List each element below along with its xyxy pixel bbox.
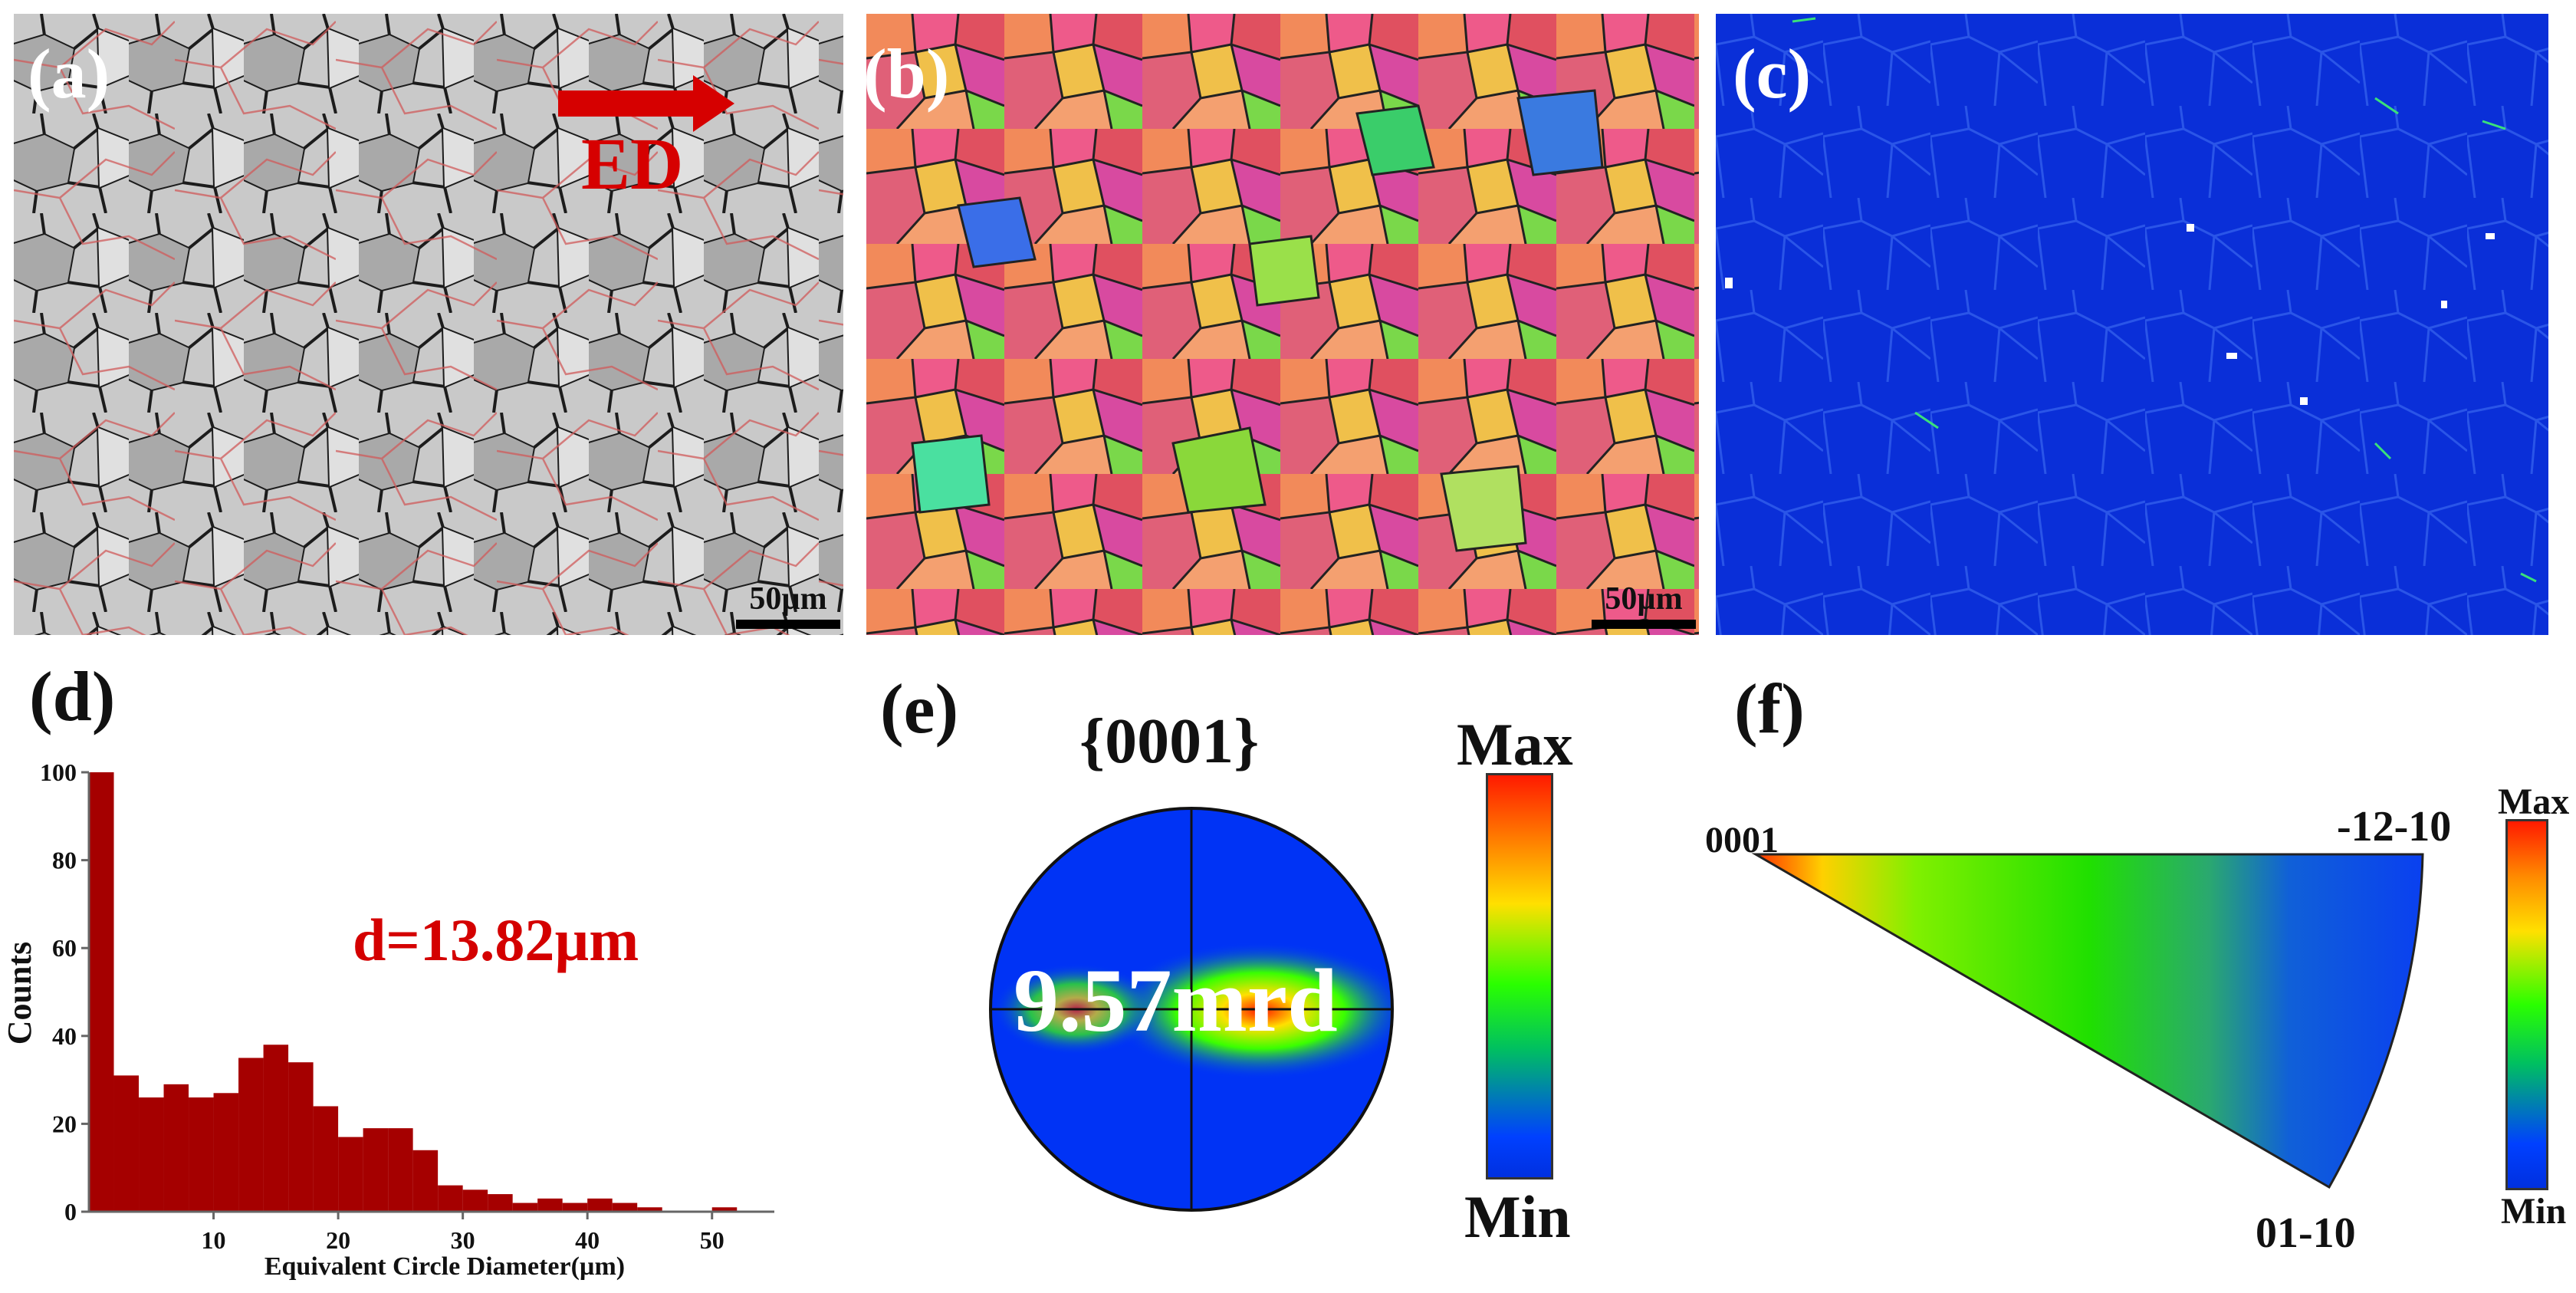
band-contrast-map xyxy=(14,14,843,635)
histogram-bar-15 xyxy=(462,1189,488,1212)
histogram-bar-0 xyxy=(89,772,114,1212)
panel-b: (b) 50µm xyxy=(863,14,1699,635)
direction-label: ED xyxy=(581,123,684,205)
mean-diameter-annotation: d=13.82µm xyxy=(353,906,639,973)
histogram-bar-7 xyxy=(263,1045,289,1212)
histogram-bar-20 xyxy=(587,1198,613,1212)
histogram-bar-2 xyxy=(139,1097,164,1212)
x-tick-label: 20 xyxy=(326,1226,350,1254)
histogram-bar-19 xyxy=(562,1203,588,1212)
y-tick-label: 40 xyxy=(52,1022,77,1050)
x-tick-label: 50 xyxy=(700,1226,724,1254)
pole-figure-title: {0001} xyxy=(1079,706,1260,777)
ipf-corner-0001: 0001 xyxy=(1705,820,1779,860)
y-tick-label: 60 xyxy=(52,934,77,962)
histogram-bar-25 xyxy=(711,1207,738,1212)
panel-label-e: (e) xyxy=(880,670,959,748)
y-tick-label: 20 xyxy=(52,1110,77,1137)
legend-max-e: Max xyxy=(1457,711,1573,778)
scale-bar-label-a: 50µm xyxy=(749,581,827,617)
inverse-pole-figure xyxy=(1751,853,2424,1189)
x-tick-label: 40 xyxy=(575,1226,600,1254)
histogram-bar-12 xyxy=(388,1128,413,1212)
x-tick-label: 30 xyxy=(451,1226,475,1254)
panel-label-a: (a) xyxy=(28,35,110,113)
panel-a: ED (a) 50µm xyxy=(14,14,843,635)
colorbar-f xyxy=(2505,819,2548,1190)
panel-label-c: (c) xyxy=(1733,35,1812,113)
histogram-bar-5 xyxy=(213,1093,239,1212)
colorbar-e xyxy=(1486,773,1553,1179)
histogram-bar-14 xyxy=(438,1185,463,1212)
y-tick-label: 100 xyxy=(40,759,77,786)
histogram-bar-18 xyxy=(537,1198,563,1212)
histogram-bar-16 xyxy=(488,1194,513,1212)
histogram-bar-13 xyxy=(412,1150,439,1212)
panel-label-f: (f) xyxy=(1734,670,1805,748)
legend-max-f: Max xyxy=(2498,781,2570,822)
histogram-bar-17 xyxy=(512,1203,538,1212)
scale-bar-b: 50µm xyxy=(1592,583,1696,629)
grain-size-histogram: 0 20 40 60 80 100 10 20 30 40 50 Counts Equivalen… xyxy=(1,759,774,1281)
pole-figure-max-intensity: 9.57mrd xyxy=(1014,950,1338,1051)
y-tick-label: 80 xyxy=(52,847,77,874)
legend-min-f: Min xyxy=(2501,1191,2567,1232)
scale-bar-line-a xyxy=(736,620,840,629)
ed-arrow-icon xyxy=(558,75,734,132)
scale-bar-a: 50µm xyxy=(736,583,840,629)
pole-figure xyxy=(989,807,1394,1212)
ipf-corner-01-10: 01-10 xyxy=(2256,1209,2356,1257)
histogram-bar-6 xyxy=(238,1058,264,1212)
histogram-bar-1 xyxy=(113,1075,140,1212)
ipf-orientation-map xyxy=(866,14,1699,635)
panel-label-d: (d) xyxy=(29,657,116,735)
scale-bar-label-b: 50µm xyxy=(1605,581,1683,617)
histogram-bar-21 xyxy=(612,1203,638,1212)
histogram-bar-8 xyxy=(288,1062,314,1212)
panel-c: (c) xyxy=(1716,14,2548,635)
histogram-bar-10 xyxy=(338,1137,363,1212)
histogram-bar-9 xyxy=(313,1106,339,1212)
histogram-bar-3 xyxy=(163,1084,189,1212)
kam-map xyxy=(1716,14,2548,635)
x-axis-label: Equivalent Circle Diameter(µm) xyxy=(264,1252,625,1281)
ipf-corner-12-10: -12-10 xyxy=(2337,803,2452,850)
panel-label-b: (b) xyxy=(863,35,950,113)
histogram-bar-11 xyxy=(363,1128,389,1212)
histogram-bar-22 xyxy=(637,1207,662,1212)
histogram-bar-4 xyxy=(189,1097,214,1212)
y-axis-label: Counts xyxy=(1,942,38,1045)
x-tick-label: 10 xyxy=(202,1226,226,1254)
legend-min-e: Min xyxy=(1464,1183,1571,1250)
scale-bar-line-b xyxy=(1592,620,1696,629)
y-tick-label: 0 xyxy=(64,1198,77,1226)
